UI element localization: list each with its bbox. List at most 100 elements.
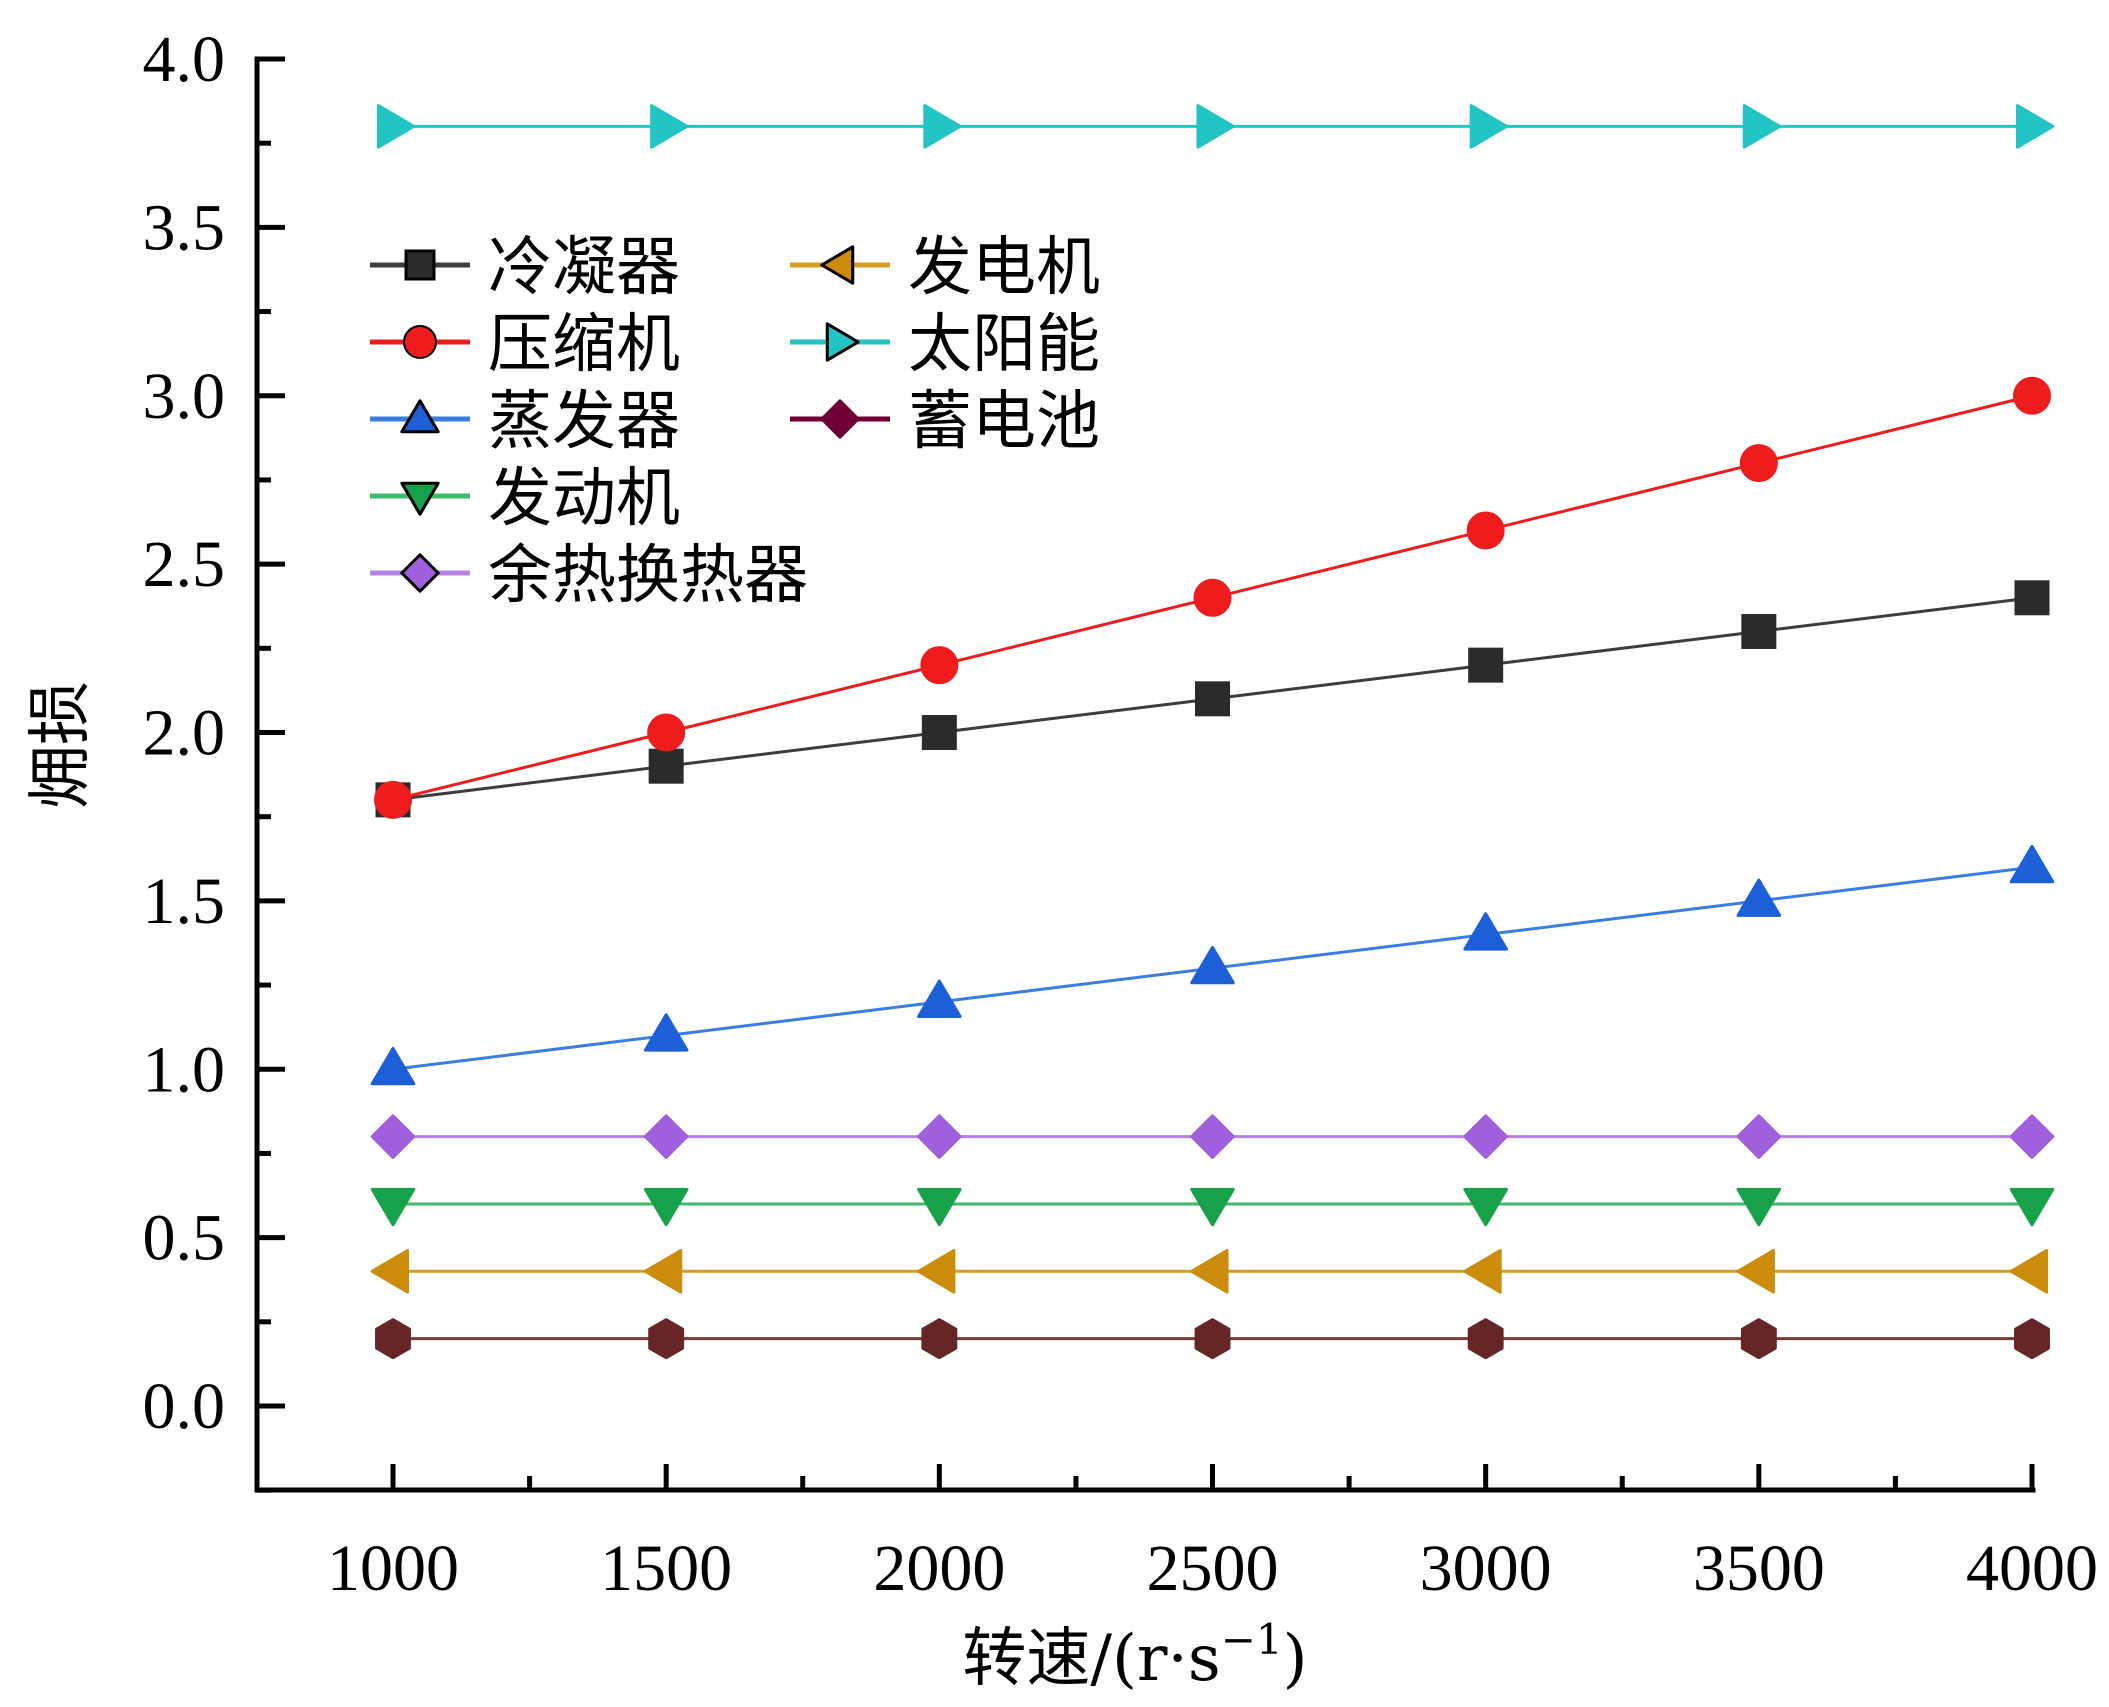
y-tick-label: 3.5: [143, 191, 226, 264]
data-point: [921, 1318, 958, 1360]
data-point: [2015, 104, 2055, 149]
data-point: [920, 646, 959, 685]
legend-marker: [400, 481, 440, 516]
y-tick-label: 0.0: [143, 1370, 226, 1443]
data-point: [648, 748, 684, 784]
series-layer: [370, 104, 2055, 1360]
y-tick-label: 2.0: [143, 697, 226, 770]
legend-marker: [825, 322, 860, 362]
legend-item: 余热换热器: [370, 539, 808, 613]
data-point: [2013, 376, 2051, 415]
data-point: [643, 1187, 689, 1227]
x-tick-label: 4000: [1966, 1532, 2098, 1605]
x-tick-label: 3500: [1693, 1532, 1825, 1605]
data-point: [1190, 1187, 1235, 1227]
legend-label: 余热换热器: [488, 539, 808, 613]
data-point: [1463, 1187, 1508, 1227]
x-tick-label: 2000: [873, 1532, 1005, 1605]
x-axis-title: 转速/(r·s−1): [962, 1615, 1307, 1696]
x-tick-label: 2500: [1147, 1532, 1279, 1605]
series-triangle-up: [370, 844, 2055, 1086]
y-tick-label: 1.5: [143, 865, 226, 938]
data-point: [921, 715, 957, 750]
legend-label: 蓄电池: [908, 385, 1100, 459]
data-point: [2009, 1187, 2055, 1227]
legend-item: 压缩机: [370, 308, 680, 382]
data-point: [643, 1249, 683, 1294]
legend-marker: [403, 325, 437, 359]
data-point: [2009, 1114, 2055, 1159]
legend-label: 蒸发器: [488, 385, 680, 459]
data-point: [1466, 511, 1505, 550]
data-point: [917, 1249, 956, 1294]
data-point: [2014, 1318, 2050, 1360]
axes: 0.0 0.5 1.0 1.5 2.0 2.5 3.0 3.5 4.0 1000 1500 2000 2…: [143, 23, 2099, 1605]
legend-item: 蒸发器: [370, 385, 680, 459]
data-point: [370, 1046, 416, 1086]
data-point: [374, 780, 412, 819]
data-point: [370, 1249, 410, 1294]
legend-label: 发动机: [488, 462, 680, 536]
data-point: [370, 1114, 416, 1159]
data-point: [1463, 1114, 1508, 1159]
data-point: [1742, 104, 1782, 149]
data-point: [1736, 1114, 1782, 1159]
data-point: [643, 1114, 689, 1159]
data-point: [1467, 1318, 1504, 1360]
data-point: [1194, 1318, 1231, 1360]
data-point: [643, 1013, 689, 1052]
data-point: [1463, 912, 1508, 951]
x-tick-label: 3000: [1420, 1532, 1552, 1605]
data-point: [2014, 580, 2050, 616]
series-triangle-left: [370, 1249, 2049, 1294]
data-point: [917, 1187, 962, 1227]
data-point: [1741, 613, 1777, 649]
series-hexagon: [375, 1318, 2050, 1360]
y-axis-title: 㶲损: [24, 681, 98, 809]
y-tick-label: 3.0: [143, 360, 226, 433]
series-triangle-down: [370, 1187, 2055, 1227]
data-point: [1736, 878, 1782, 917]
x-tick-label: 1500: [600, 1532, 732, 1605]
y-tick-label: 1.0: [143, 1033, 226, 1106]
data-point: [2009, 844, 2055, 884]
data-point: [1469, 104, 1508, 149]
data-point: [1195, 681, 1230, 717]
data-point: [647, 713, 686, 752]
legend-marker: [820, 399, 860, 439]
legend-marker: [400, 553, 440, 593]
data-point: [376, 104, 416, 149]
legend-item: 太阳能: [790, 308, 1100, 382]
data-point: [1190, 945, 1235, 985]
legend-marker: [404, 249, 436, 281]
data-point: [1463, 1249, 1502, 1294]
legend-item: 冷凝器: [370, 231, 680, 305]
legend-label: 压缩机: [488, 308, 680, 382]
series-square: [375, 580, 2050, 818]
data-point: [1190, 1249, 1229, 1294]
data-point: [1739, 444, 1778, 483]
data-point: [1193, 578, 1232, 617]
data-point: [650, 104, 689, 149]
series-triangle-right: [376, 104, 2055, 149]
y-tick-label: 4.0: [143, 23, 226, 96]
legend-marker: [400, 399, 440, 434]
data-point: [1468, 647, 1504, 683]
data-point: [1190, 1114, 1235, 1159]
data-point: [370, 1187, 416, 1227]
legend-label: 太阳能: [908, 308, 1100, 382]
data-point: [917, 979, 962, 1018]
data-point: [1736, 1249, 1775, 1294]
legend-item: 发电机: [790, 231, 1100, 305]
legend-label: 发电机: [908, 231, 1100, 305]
y-tick-label: 0.5: [143, 1202, 226, 1275]
y-tick-label: 2.5: [143, 528, 226, 601]
data-point: [923, 104, 962, 149]
legend-marker: [820, 245, 855, 285]
data-point: [1736, 1187, 1782, 1227]
series-diamond: [370, 1114, 2055, 1159]
legend-label: 冷凝器: [488, 231, 680, 305]
series-circle: [374, 376, 2051, 819]
data-point: [917, 1114, 962, 1159]
